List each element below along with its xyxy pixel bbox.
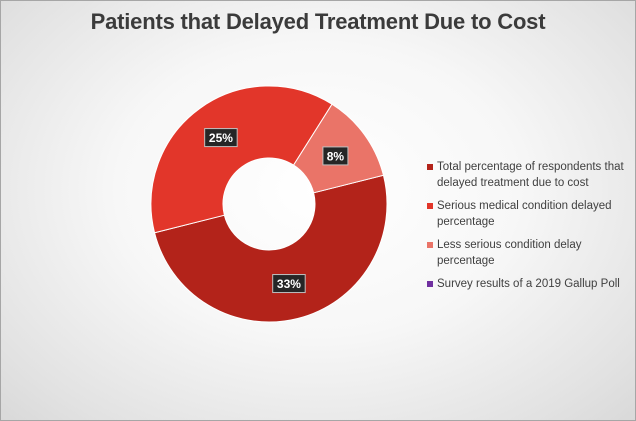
donut-slice-2 (150, 85, 333, 234)
legend-item-4: Survey results of a 2019 Gallup Poll (427, 276, 627, 292)
legend-item-3: Less serious condition delay percentage (427, 237, 627, 269)
legend-label: Total percentage of respondents that del… (437, 161, 624, 189)
legend-label: Serious medical condition delayed percen… (437, 200, 612, 228)
legend-swatch (427, 203, 433, 209)
data-label-text: 8% (327, 149, 345, 163)
legend-swatch (427, 242, 433, 248)
data-label-3: 8% (322, 146, 349, 166)
data-label-1: 33% (272, 274, 306, 294)
legend-label: Survey results of a 2019 Gallup Poll (437, 278, 620, 290)
legend-item-2: Serious medical condition delayed percen… (427, 198, 627, 230)
donut-slice-1 (153, 174, 388, 323)
chart-legend: Total percentage of respondents that del… (427, 159, 627, 299)
data-label-2: 25% (204, 128, 238, 148)
data-label-box (272, 274, 306, 294)
data-label-box (322, 146, 349, 166)
legend-swatch (427, 281, 433, 287)
legend-swatch (427, 164, 433, 170)
data-label-text: 25% (209, 131, 233, 145)
legend-item-1: Total percentage of respondents that del… (427, 159, 627, 191)
data-label-box (204, 128, 238, 148)
data-label-text: 33% (277, 277, 301, 291)
legend-label: Less serious condition delay percentage (437, 239, 582, 267)
chart-title: Patients that Delayed Treatment Due to C… (90, 9, 546, 34)
